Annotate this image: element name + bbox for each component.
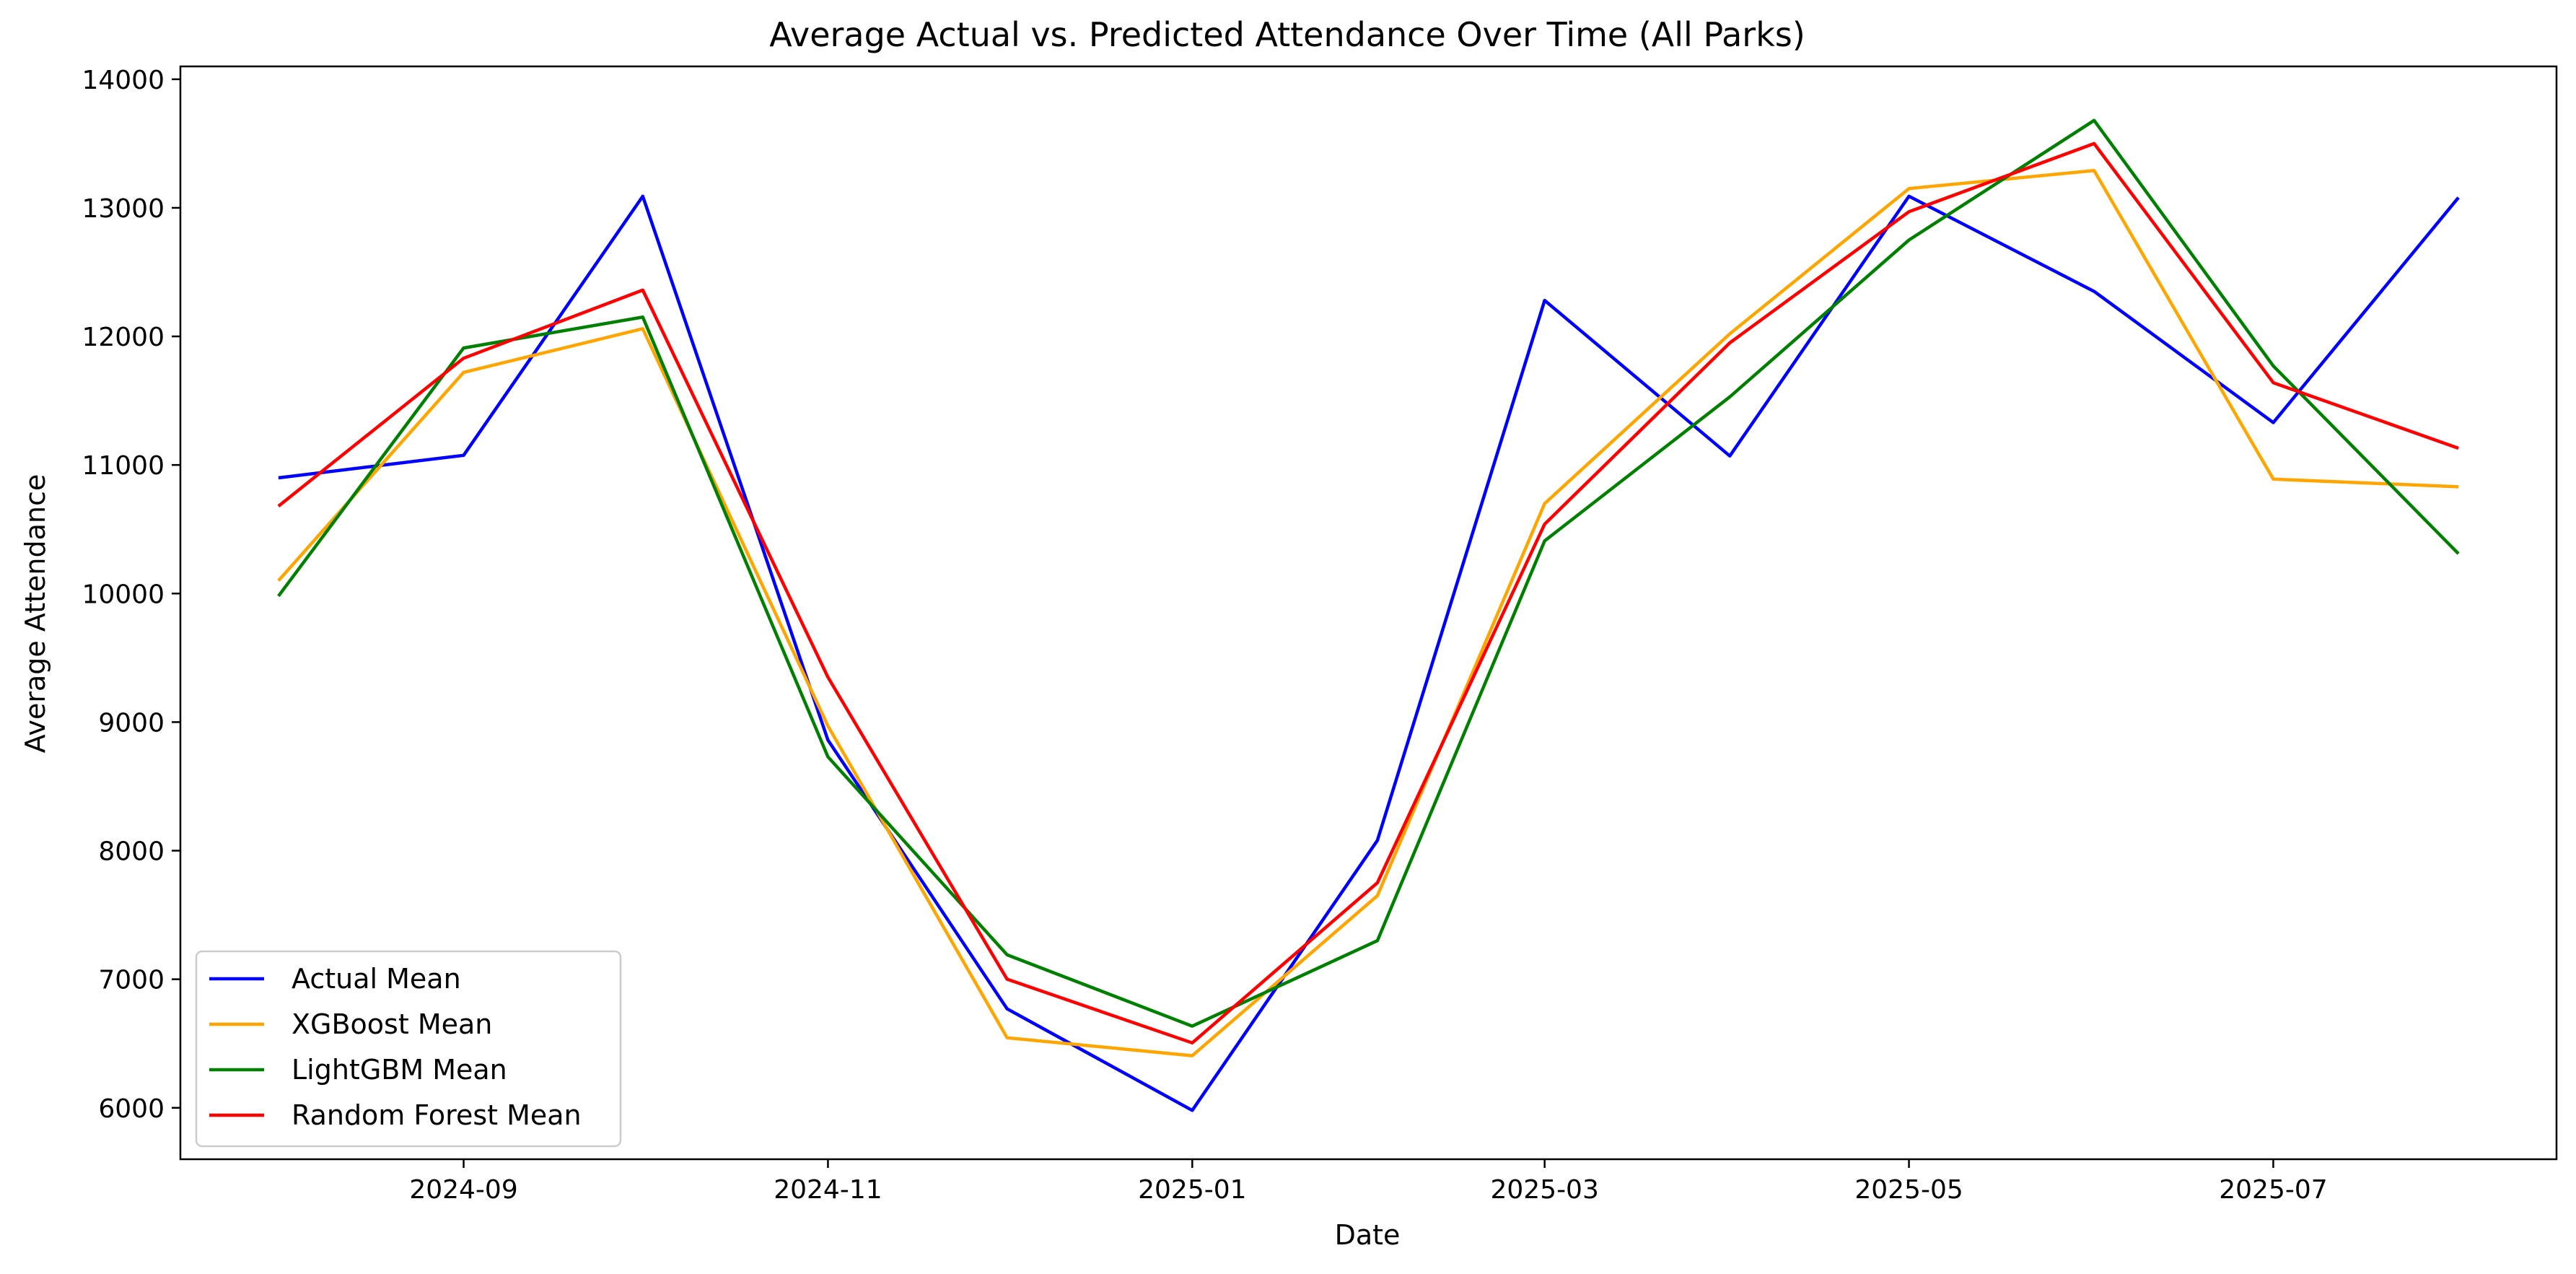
x-axis: 2024-09 2024-11 2025-01 2025-03 2025-05 2025-… <box>409 1159 2328 1205</box>
series-layer <box>277 118 2460 1112</box>
x-tick-label: 2025-07 <box>2219 1175 2327 1205</box>
x-tick-label: 2025-03 <box>1490 1175 1598 1205</box>
legend-box <box>195 950 622 1148</box>
series-line-1 <box>277 169 2459 1057</box>
series-line-3 <box>277 141 2459 1045</box>
y-axis-label: Average Attendance <box>19 474 51 753</box>
x-axis-label: Date <box>1335 1219 1401 1251</box>
y-tick-label: 9000 <box>98 708 165 738</box>
y-axis: 6000 7000 8000 9000 10000 11000 12000 13000 1400… <box>82 66 180 1124</box>
y-tick-label: 6000 <box>98 1094 165 1124</box>
y-tick-label: 8000 <box>98 837 165 867</box>
legend-label: LightGBM Mean <box>292 1054 507 1086</box>
chart-title: Average Actual vs. Predicted Attendance … <box>769 15 1805 54</box>
x-tick-label: 2024-09 <box>409 1175 517 1205</box>
y-tick-label: 10000 <box>82 580 165 609</box>
y-tick-label: 13000 <box>82 194 165 224</box>
x-tick-label: 2025-05 <box>1854 1175 1963 1205</box>
y-tick-label: 12000 <box>82 323 165 352</box>
x-tick-label: 2024-11 <box>774 1175 882 1205</box>
legend-label: Actual Mean <box>292 963 461 995</box>
plot-area-frame <box>179 65 2558 1161</box>
legend-label: Random Forest Mean <box>292 1099 582 1131</box>
x-tick-label: 2025-01 <box>1138 1175 1246 1205</box>
y-tick-label: 14000 <box>82 66 165 95</box>
series-line-2 <box>277 118 2460 1028</box>
y-tick-label: 11000 <box>82 451 165 481</box>
legend: Actual Mean XGBoost Mean LightGBM Mean Rand… <box>195 950 622 1148</box>
series-line-0 <box>278 194 2460 1112</box>
y-tick-label: 7000 <box>98 966 165 995</box>
legend-label: XGBoost Mean <box>292 1008 492 1040</box>
